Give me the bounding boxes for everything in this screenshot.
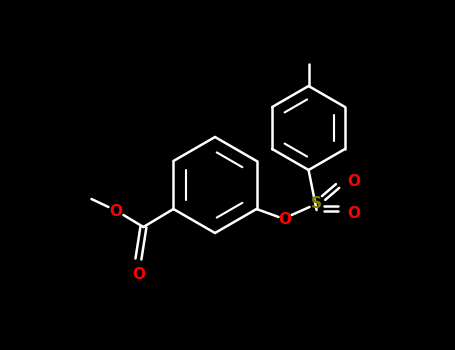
Text: O: O: [278, 211, 291, 226]
Text: O: O: [109, 203, 122, 218]
Text: O: O: [348, 205, 360, 220]
Text: O: O: [348, 174, 360, 189]
Text: S: S: [311, 196, 322, 210]
Text: O: O: [132, 267, 145, 282]
